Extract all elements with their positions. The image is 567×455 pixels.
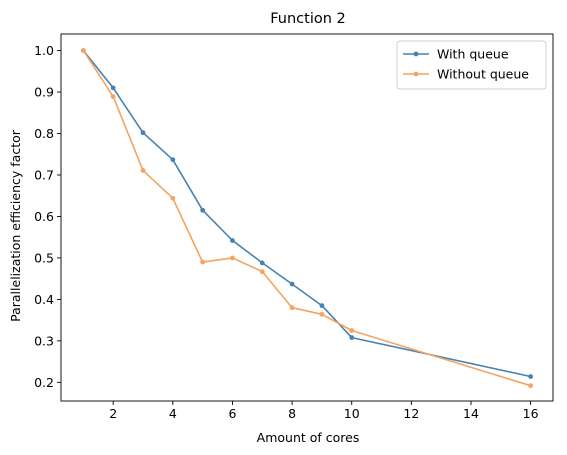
x-tick-label: 16 (523, 406, 539, 421)
x-tick-label: 8 (288, 406, 296, 421)
series-line-0 (82, 50, 531, 378)
data-point (230, 238, 235, 243)
data-point (349, 335, 355, 340)
series-line-1 (82, 50, 531, 387)
chart-title: Function 2 (270, 11, 346, 27)
x-tick-label: 10 (344, 406, 360, 421)
y-tick-label: 0.6 (34, 209, 54, 224)
y-tick-label: 0.2 (34, 375, 54, 390)
data-point (170, 195, 176, 201)
data-point (110, 94, 116, 100)
x-tick-label: 12 (403, 406, 419, 421)
legend-box (396, 40, 547, 90)
data-point (319, 303, 325, 309)
data-point (289, 305, 295, 311)
data-point (259, 260, 265, 266)
data-point (80, 48, 86, 53)
legend-label: Without queue (437, 67, 529, 82)
x-tick-label: 2 (109, 406, 117, 421)
y-tick-label: 0.9 (34, 85, 54, 100)
data-point (319, 311, 325, 317)
data-point (528, 383, 534, 389)
y-tick-label: 0.3 (34, 333, 54, 348)
data-point (349, 328, 355, 333)
x-axis-label: Amount of cores (257, 430, 360, 445)
legend: With queue Without queue (396, 40, 547, 90)
plot-frame (60, 33, 554, 402)
y-axis-label: Parallelization efficiency factor (8, 129, 23, 322)
data-point (170, 157, 176, 163)
data-point (230, 255, 235, 261)
data-point (140, 130, 146, 136)
legend-marker (413, 51, 419, 57)
legend-label: With queue (437, 47, 509, 62)
data-point (289, 281, 295, 287)
data-point (140, 168, 146, 173)
data-point (528, 374, 534, 379)
data-point (110, 85, 116, 91)
y-tick-label: 1.0 (34, 43, 54, 58)
x-tick-label: 14 (463, 406, 479, 421)
legend-marker (413, 71, 419, 77)
data-point (200, 259, 206, 265)
y-tick-label: 0.7 (34, 167, 54, 182)
y-tick-label: 0.5 (34, 250, 54, 265)
data-point (259, 269, 265, 275)
data-point (200, 207, 206, 213)
y-tick-label: 0.8 (34, 126, 54, 141)
x-tick-label: 6 (228, 406, 236, 421)
x-tick-label: 4 (169, 406, 177, 421)
y-tick-label: 0.4 (34, 292, 54, 307)
